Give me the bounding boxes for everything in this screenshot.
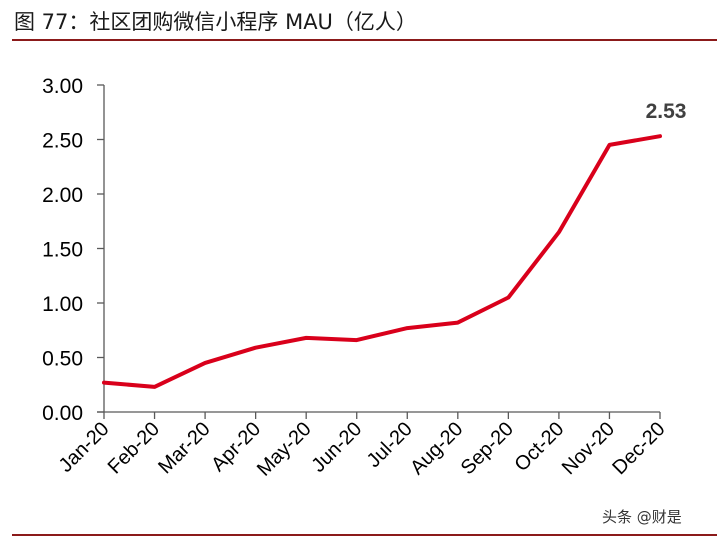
x-tick-label: Jun-20 bbox=[307, 418, 366, 477]
y-axis: 0.00 0.50 1.00 1.50 2.00 2.50 3.00 bbox=[42, 75, 105, 425]
x-tick-label: Jan-20 bbox=[55, 418, 114, 477]
x-tick-label: Aug-20 bbox=[406, 418, 467, 479]
bottom-divider bbox=[12, 534, 717, 536]
x-tick-label: Mar-20 bbox=[154, 418, 214, 478]
x-tick-label: Dec-20 bbox=[608, 418, 669, 479]
x-tick-label: May-20 bbox=[253, 418, 316, 481]
y-tick-label: 3.00 bbox=[42, 75, 83, 98]
top-divider bbox=[12, 39, 717, 41]
chart-title: 图 77：社区团购微信小程序 MAU（亿人） bbox=[14, 10, 417, 34]
x-tick-label: Sep-20 bbox=[457, 418, 518, 479]
y-tick-label: 0.50 bbox=[42, 348, 83, 371]
data-label-dec: 2.53 bbox=[646, 100, 687, 123]
y-tick-label: 0.00 bbox=[42, 402, 83, 425]
x-tick-label: Feb-20 bbox=[104, 418, 164, 478]
x-tick-label: Oct-20 bbox=[510, 418, 568, 476]
y-tick-label: 2.00 bbox=[42, 184, 83, 207]
mau-series-line bbox=[102, 134, 662, 389]
y-tick-label: 1.50 bbox=[42, 239, 83, 262]
y-tick-label: 1.00 bbox=[42, 293, 83, 316]
y-tick-label: 2.50 bbox=[42, 130, 83, 153]
watermark: 头条 @财是 bbox=[602, 508, 682, 526]
x-tick-label: Nov-20 bbox=[558, 418, 619, 479]
x-axis: Jan-20Feb-20Mar-20Apr-20May-20Jun-20Jul-… bbox=[55, 411, 670, 481]
